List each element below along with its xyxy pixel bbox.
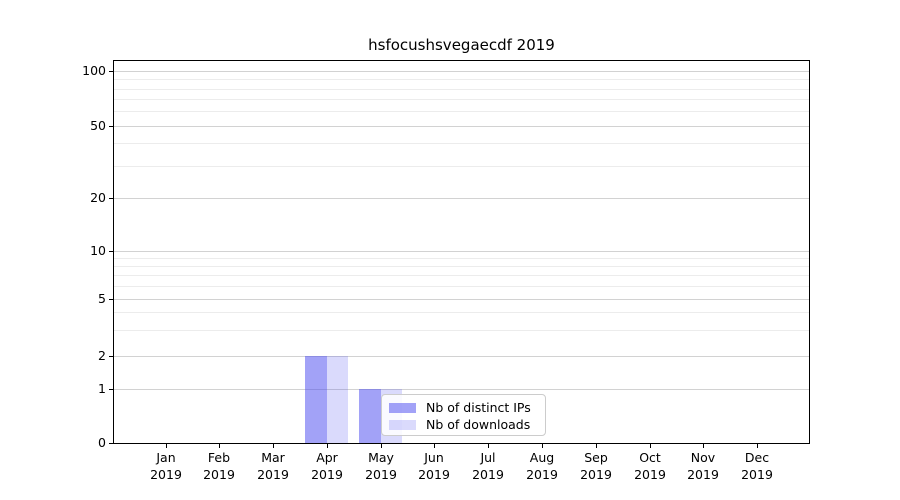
- x-tick-label-year: 2019: [418, 467, 450, 482]
- major-gridline: [114, 126, 809, 127]
- minor-gridline: [114, 79, 809, 80]
- distinct-ips-swatch-icon: [389, 402, 416, 413]
- major-gridline: [114, 356, 809, 357]
- x-tick-mark: [542, 444, 543, 448]
- major-gridline: [114, 299, 809, 300]
- major-gridline: [114, 251, 809, 252]
- y-tick-label: 5: [98, 291, 106, 306]
- y-tick-label: 50: [90, 118, 106, 133]
- x-tick-label: Oct 2019: [622, 449, 678, 483]
- x-tick-label-year: 2019: [580, 467, 612, 482]
- y-tick-label: 0: [98, 435, 106, 450]
- x-tick-label-year: 2019: [150, 467, 182, 482]
- x-tick-label-year: 2019: [634, 467, 666, 482]
- major-gridline: [114, 71, 809, 72]
- x-tick-label-year: 2019: [741, 467, 773, 482]
- minor-gridline: [114, 275, 809, 276]
- x-tick-label: Mar 2019: [245, 449, 301, 483]
- x-tick-label: Nov 2019: [675, 449, 731, 483]
- x-tick-mark: [381, 444, 382, 448]
- legend-label: Nb of downloads: [426, 417, 531, 432]
- x-tick-label-year: 2019: [526, 467, 558, 482]
- legend-label: Nb of distinct IPs: [426, 400, 531, 415]
- x-tick-label: May 2019: [353, 449, 409, 483]
- y-tick-mark: [109, 251, 113, 252]
- x-tick-label: Jul 2019: [460, 449, 516, 483]
- legend: Nb of distinct IPs Nb of downloads: [381, 394, 546, 436]
- x-tick-label: Sep 2019: [568, 449, 624, 483]
- x-tick-label-year: 2019: [365, 467, 397, 482]
- y-tick-mark: [109, 71, 113, 72]
- bar-distinct-ips: [305, 356, 327, 443]
- y-tick-mark: [109, 443, 113, 444]
- x-tick-label-year: 2019: [311, 467, 343, 482]
- x-tick-label: Dec 2019: [729, 449, 785, 483]
- major-gridline: [114, 389, 809, 390]
- x-tick-label-year: 2019: [203, 467, 235, 482]
- minor-gridline: [114, 166, 809, 167]
- y-tick-mark: [109, 126, 113, 127]
- minor-gridline: [114, 111, 809, 112]
- y-tick-mark: [109, 389, 113, 390]
- minor-gridline: [114, 99, 809, 100]
- x-tick-mark: [488, 444, 489, 448]
- chart-title: hsfocushsvegaecdf 2019: [368, 36, 555, 54]
- x-tick-mark: [327, 444, 328, 448]
- minor-gridline: [114, 312, 809, 313]
- x-tick-mark: [434, 444, 435, 448]
- x-tick-label-year: 2019: [472, 467, 504, 482]
- y-tick-label: 10: [90, 243, 106, 258]
- minor-gridline: [114, 258, 809, 259]
- x-tick-label: Apr 2019: [299, 449, 355, 483]
- minor-gridline: [114, 89, 809, 90]
- x-tick-mark: [596, 444, 597, 448]
- plot-area: [113, 60, 810, 444]
- x-tick-label-year: 2019: [687, 467, 719, 482]
- x-tick-label: Aug 2019: [514, 449, 570, 483]
- x-tick-mark: [273, 444, 274, 448]
- y-tick-label: 1: [98, 381, 106, 396]
- x-tick-label: Feb 2019: [191, 449, 247, 483]
- x-tick-label: Jun 2019: [406, 449, 462, 483]
- y-tick-label: 100: [82, 63, 106, 78]
- x-tick-mark: [650, 444, 651, 448]
- bar-downloads: [326, 356, 349, 443]
- downloads-swatch-icon: [389, 419, 416, 430]
- x-tick-label: Jan 2019: [138, 449, 194, 483]
- x-tick-mark: [703, 444, 704, 448]
- minor-gridline: [114, 286, 809, 287]
- legend-item-distinct-ips: Nb of distinct IPs: [389, 399, 538, 416]
- legend-item-downloads: Nb of downloads: [389, 416, 538, 433]
- x-tick-mark: [166, 444, 167, 448]
- y-tick-label: 2: [98, 348, 106, 363]
- x-tick-mark: [757, 444, 758, 448]
- minor-gridline: [114, 266, 809, 267]
- minor-gridline: [114, 143, 809, 144]
- x-tick-label-year: 2019: [257, 467, 289, 482]
- bar-distinct-ips: [359, 389, 381, 443]
- y-tick-mark: [109, 299, 113, 300]
- major-gridline: [114, 198, 809, 199]
- minor-gridline: [114, 330, 809, 331]
- x-tick-mark: [219, 444, 220, 448]
- y-tick-mark: [109, 198, 113, 199]
- y-tick-mark: [109, 356, 113, 357]
- y-tick-label: 20: [90, 190, 106, 205]
